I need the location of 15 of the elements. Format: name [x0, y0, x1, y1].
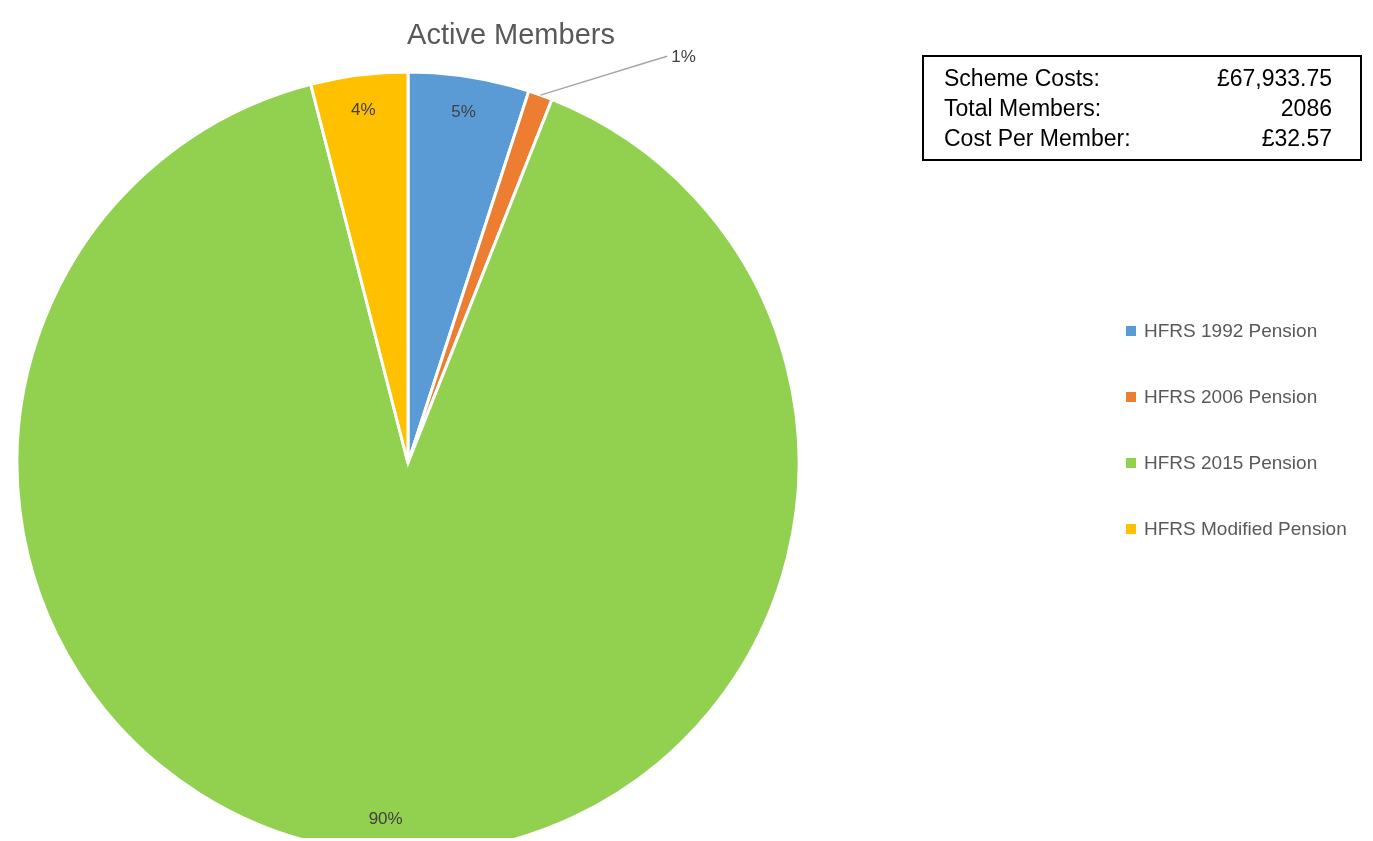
- legend-label: HFRS 2015 Pension: [1144, 452, 1318, 474]
- text: £32.57: [1261, 124, 1332, 153]
- data-label: 4%: [351, 100, 376, 120]
- text: 2086: [1280, 94, 1332, 123]
- text: Total Members:: [944, 94, 1102, 123]
- legend-label: HFRS Modified Pension: [1144, 518, 1347, 540]
- legend-label: HFRS 1992 Pension: [1144, 320, 1318, 342]
- chart-title: Active Members: [407, 18, 615, 50]
- text: Scheme Costs:: [944, 64, 1100, 93]
- data-label: 1%: [671, 46, 696, 66]
- text: £67,933.75: [1216, 64, 1332, 93]
- data-label: 90%: [368, 808, 403, 828]
- legend-label: HFRS 2006 Pension: [1144, 386, 1318, 408]
- text: Cost Per Member:: [944, 124, 1131, 153]
- data-label: 5%: [451, 102, 476, 122]
